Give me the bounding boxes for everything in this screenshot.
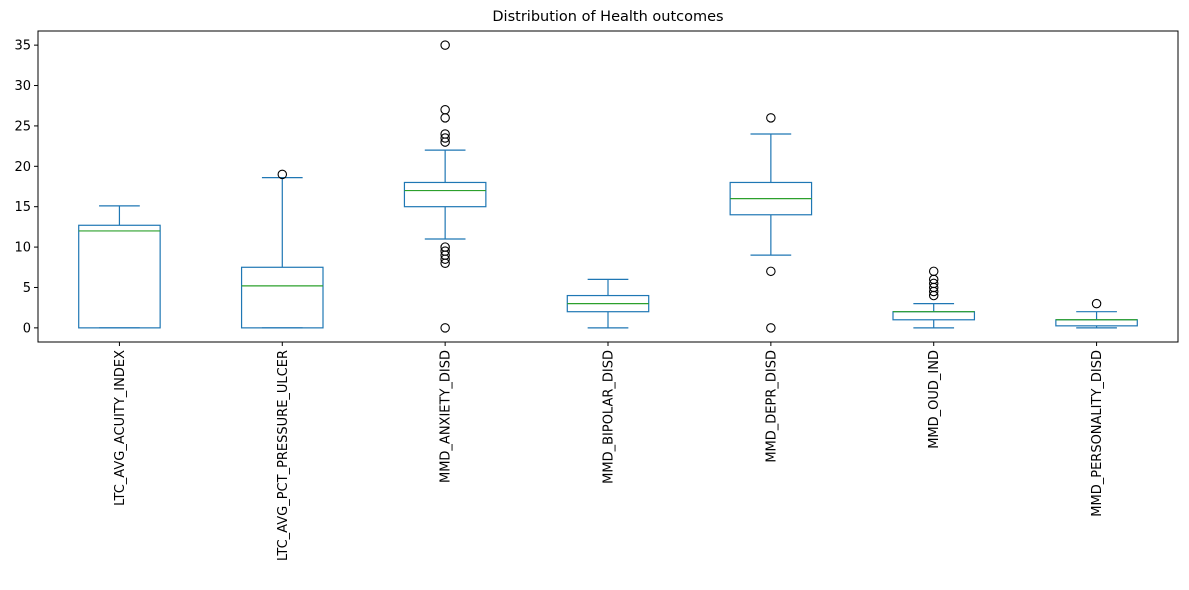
outlier-point — [928, 286, 939, 297]
iqr-box — [240, 266, 324, 329]
y-tick-label: 30 — [14, 79, 31, 94]
chart-title: Distribution of Health outcomes — [492, 9, 723, 25]
x-tick-label: MMD_DEPR_DISD — [764, 350, 779, 463]
iqr-box — [78, 224, 161, 329]
x-tick-label: MMD_ANXIETY_DISD — [439, 350, 454, 483]
iqr-box — [892, 311, 976, 321]
outlier-point — [928, 290, 939, 301]
outlier-point — [440, 254, 450, 264]
outlier-point — [440, 323, 450, 333]
outlier-point — [440, 113, 450, 123]
x-tick-label: MMD_OUD_IND — [927, 350, 942, 449]
box-group — [78, 205, 161, 329]
outlier-point — [766, 113, 776, 123]
x-tick-label: MMD_BIPOLAR_DISD — [602, 350, 617, 484]
outlier-point — [440, 40, 450, 50]
outlier-point — [1091, 298, 1102, 309]
x-tick-label: MMD_PERSONALITY_DISD — [1090, 350, 1105, 517]
outlier-point — [440, 133, 450, 143]
outlier-point — [440, 258, 450, 268]
outlier-point — [766, 323, 776, 333]
y-tick-label: 20 — [14, 160, 31, 175]
y-tick-label: 5 — [23, 281, 31, 296]
outlier-point — [440, 105, 450, 115]
x-tick-label: LTC_AVG_PCT_PRESSURE_ULCER — [276, 350, 291, 561]
x-tick-label: LTC_AVG_ACUITY_INDEX — [113, 350, 128, 506]
y-tick-label: 0 — [23, 321, 31, 336]
box-group — [729, 113, 813, 333]
iqr-box — [403, 181, 487, 208]
box-group — [403, 40, 487, 333]
box-group — [240, 169, 324, 329]
outlier-point — [440, 137, 450, 147]
outlier-point — [928, 266, 939, 277]
axes: 0 5 10 15 20 25 30 35 LTC_AVG_ACUITY_INDEX LTC_AV… — [14, 30, 1179, 561]
outlier-point — [766, 266, 776, 277]
outlier-point — [277, 169, 288, 180]
box-group — [566, 278, 650, 329]
y-tick-label: 10 — [14, 241, 31, 256]
plot-area — [78, 40, 1138, 333]
iqr-box — [1055, 319, 1138, 327]
y-tick-label: 15 — [14, 200, 31, 215]
y-tick-label: 25 — [14, 119, 31, 134]
box-group — [892, 266, 976, 329]
y-tick-label: 35 — [14, 39, 31, 54]
box-group — [1055, 298, 1138, 329]
